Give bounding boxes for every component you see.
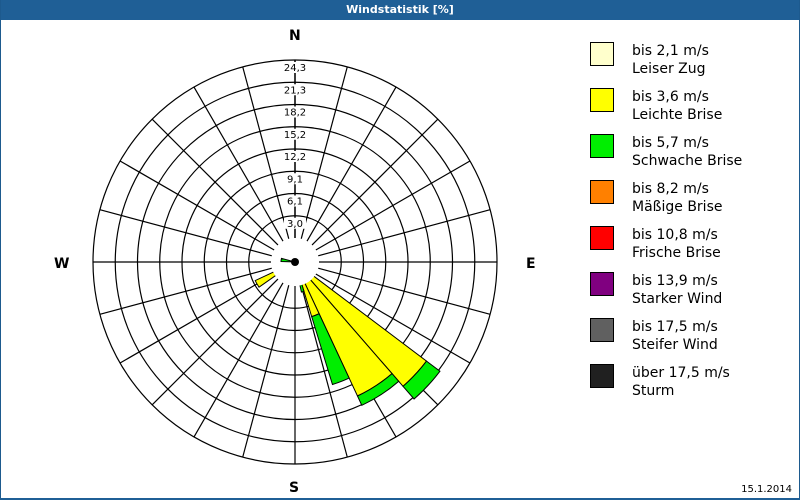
wind-petal-segment — [254, 270, 278, 288]
legend-swatch — [590, 318, 614, 342]
ring-label: 24,3 — [284, 63, 306, 74]
legend-label: Frische Brise — [632, 245, 721, 261]
ring-label: 18,2 — [284, 108, 306, 119]
bottom-border — [0, 498, 800, 500]
wind-petal-segment — [356, 372, 400, 406]
legend-label: Steifer Wind — [632, 337, 718, 353]
legend-range: über 17,5 m/s — [632, 365, 730, 381]
ring-label: 15,2 — [284, 130, 306, 141]
legend-swatch — [590, 88, 614, 112]
ring-label: 9,1 — [287, 174, 303, 185]
compass-west-label: W — [54, 256, 70, 272]
legend-swatch — [590, 272, 614, 296]
date-stamp: 15.1.2014 — [741, 484, 792, 495]
legend-range: bis 10,8 m/s — [632, 227, 718, 243]
legend-range: bis 17,5 m/s — [632, 319, 718, 335]
compass-north-label: N — [289, 28, 301, 44]
legend-range: bis 8,2 m/s — [632, 181, 709, 197]
wind-petal-segment — [402, 360, 441, 400]
legend-label: Starker Wind — [632, 291, 723, 307]
legend-label: Leiser Zug — [632, 61, 706, 77]
legend-range: bis 3,6 m/s — [632, 89, 709, 105]
legend-swatch — [590, 364, 614, 388]
chart-title: Windstatistik [%] — [0, 0, 800, 20]
legend-range: bis 5,7 m/s — [632, 135, 709, 151]
legend-range: bis 13,9 m/s — [632, 273, 718, 289]
legend-swatch — [590, 226, 614, 250]
legend-label: Sturm — [632, 383, 675, 399]
legend-label: Leichte Brise — [632, 107, 723, 123]
compass-east-label: E — [526, 256, 536, 272]
legend-swatch — [590, 42, 614, 66]
legend-label: Schwache Brise — [632, 153, 743, 169]
ring-label: 6,1 — [287, 197, 303, 208]
compass-south-label: S — [289, 480, 300, 496]
ring-label: 21,3 — [284, 85, 306, 96]
ring-label: 3,0 — [287, 219, 303, 230]
legend-range: bis 2,1 m/s — [632, 43, 709, 59]
wind-petal-segment — [311, 313, 350, 386]
legend-swatch — [590, 134, 614, 158]
legend-swatch — [590, 180, 614, 204]
ring-label: 12,2 — [284, 152, 306, 163]
legend-label: Mäßige Brise — [632, 199, 723, 215]
